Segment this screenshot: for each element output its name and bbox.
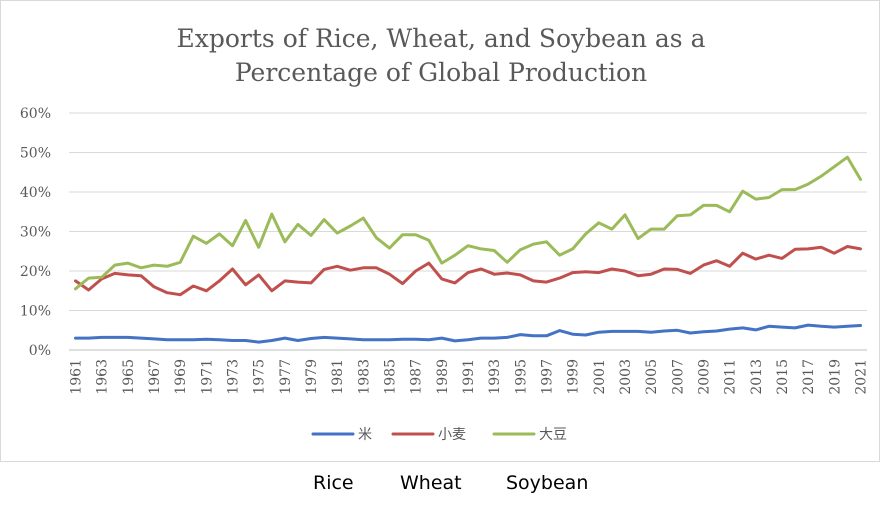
x-tick-label: 2013 bbox=[749, 359, 765, 395]
y-tick-label: 30% bbox=[20, 225, 51, 241]
x-tick-label: 1993 bbox=[487, 359, 503, 395]
x-axis-ticks: 1961 1963 1965 1967 1969 1971 1973 1975 1977 1979… bbox=[69, 359, 870, 395]
x-tick-label: 1973 bbox=[226, 359, 242, 395]
y-tick-label: 50% bbox=[20, 146, 51, 162]
caption-wheat: Wheat bbox=[400, 472, 462, 494]
x-tick-label: 1963 bbox=[95, 359, 111, 395]
x-tick-label: 1989 bbox=[435, 359, 451, 395]
chart-title-line-2: Percentage of Global Production bbox=[235, 58, 647, 87]
x-tick-label: 2001 bbox=[592, 359, 608, 395]
x-tick-label: 2019 bbox=[827, 359, 843, 395]
x-tick-label: 1997 bbox=[539, 359, 555, 395]
y-tick-label: 0% bbox=[29, 343, 51, 359]
caption-soybean: Soybean bbox=[506, 472, 589, 494]
x-tick-label: 1999 bbox=[566, 359, 582, 395]
x-tick-label: 1969 bbox=[173, 359, 189, 395]
x-tick-label: 1985 bbox=[383, 359, 399, 395]
x-tick-label: 2009 bbox=[696, 359, 712, 395]
x-tick-label: 1967 bbox=[147, 359, 163, 395]
x-tick-label: 1977 bbox=[278, 359, 294, 395]
x-tick-label: 1979 bbox=[304, 359, 320, 395]
y-tick-label: 10% bbox=[20, 304, 51, 320]
x-tick-label: 2003 bbox=[618, 359, 634, 395]
legend: 米 小麦 大豆 bbox=[311, 427, 567, 443]
line-chart: Exports of Rice, Wheat, and Soybean as a… bbox=[20, 24, 870, 443]
chart-title-line-1: Exports of Rice, Wheat, and Soybean as a bbox=[177, 24, 706, 53]
x-tick-label: 1983 bbox=[356, 359, 372, 395]
x-tick-label: 1991 bbox=[461, 359, 477, 395]
x-tick-label: 1971 bbox=[199, 359, 215, 395]
series-line-2 bbox=[74, 155, 862, 291]
x-tick-label: 1975 bbox=[252, 359, 268, 395]
series-line-1 bbox=[74, 245, 862, 297]
x-tick-label: 1995 bbox=[513, 359, 529, 395]
y-tick-label: 40% bbox=[20, 185, 51, 201]
x-tick-label: 2007 bbox=[670, 359, 686, 395]
chart-frame: Exports of Rice, Wheat, and Soybean as a… bbox=[0, 0, 880, 462]
legend-label: 大豆 bbox=[539, 427, 567, 443]
x-tick-label: 1987 bbox=[409, 359, 425, 395]
y-axis-ticks: 0% 10% 20% 30% 40% 50% 60% bbox=[20, 106, 51, 359]
x-tick-label: 2005 bbox=[644, 359, 660, 395]
x-tick-label: 2015 bbox=[775, 359, 791, 395]
x-tick-label: 2011 bbox=[723, 359, 739, 395]
x-tick-label: 1961 bbox=[69, 359, 85, 395]
y-tick-label: 20% bbox=[20, 264, 51, 280]
x-tick-label: 1965 bbox=[121, 359, 137, 395]
y-tick-label: 60% bbox=[20, 106, 51, 122]
legend-label: 米 bbox=[358, 427, 372, 443]
gridlines bbox=[69, 112, 867, 351]
x-tick-label: 2021 bbox=[853, 359, 869, 395]
series-lines bbox=[74, 155, 862, 344]
x-tick-label: 2017 bbox=[801, 359, 817, 395]
x-tick-label: 1981 bbox=[330, 359, 346, 395]
caption-rice: Rice bbox=[313, 472, 354, 494]
series-line-0 bbox=[74, 323, 862, 344]
legend-label: 小麦 bbox=[438, 427, 466, 443]
